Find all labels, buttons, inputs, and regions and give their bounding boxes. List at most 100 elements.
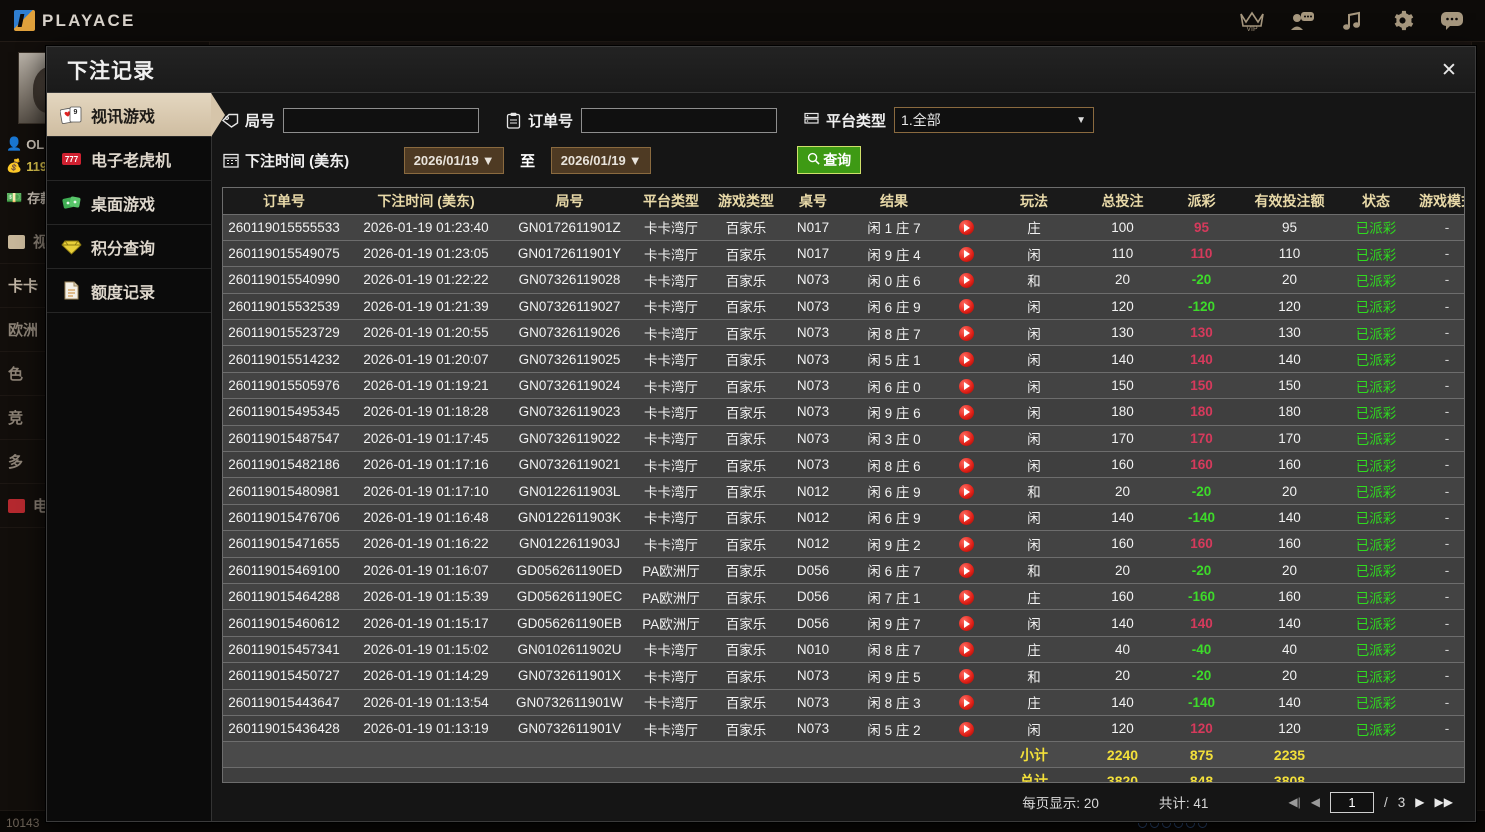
- gear-icon[interactable]: [1387, 6, 1417, 36]
- order-no-input[interactable]: [581, 107, 778, 133]
- last-page-icon[interactable]: ▶▶: [1434, 795, 1453, 809]
- table-no-cell: D056: [782, 557, 844, 584]
- replay-button[interactable]: [944, 662, 988, 690]
- page-number-input[interactable]: [1330, 791, 1375, 813]
- table-no-cell: N073: [782, 425, 844, 453]
- play-icon[interactable]: [958, 616, 974, 632]
- replay-button[interactable]: [944, 240, 988, 268]
- table-row[interactable]: 260119015450727 2026-01-19 01:14:29 GN0732…: [223, 662, 1464, 690]
- play-icon[interactable]: [958, 404, 974, 420]
- table-row[interactable]: 260119015460612 2026-01-19 01:15:17 GD0562…: [223, 609, 1464, 637]
- sidebar-item-video-games[interactable]: 9 视讯游戏: [47, 93, 225, 137]
- table-row[interactable]: 260119015514232 2026-01-19 01:20:07 GN0732…: [223, 345, 1464, 373]
- next-page-icon[interactable]: ▶: [1415, 795, 1425, 809]
- table-row[interactable]: 260119015482186 2026-01-19 01:17:16 GN0732…: [223, 451, 1464, 479]
- payout-cell: 130: [1165, 319, 1238, 347]
- sidebar-item-table-games[interactable]: 桌面游戏: [47, 181, 211, 225]
- replay-button[interactable]: [944, 345, 988, 373]
- replay-button[interactable]: [944, 451, 988, 479]
- replay-button[interactable]: [944, 425, 988, 453]
- table-row[interactable]: 260119015555533 2026-01-19 01:23:40 GN0172…: [223, 214, 1464, 241]
- table-row[interactable]: 260119015532539 2026-01-19 01:21:39 GN0732…: [223, 293, 1464, 321]
- table-row[interactable]: 260119015457341 2026-01-19 01:15:02 GN0102…: [223, 636, 1464, 664]
- play-icon[interactable]: [958, 325, 974, 341]
- replay-button[interactable]: [944, 530, 988, 558]
- replay-button[interactable]: [944, 266, 988, 294]
- result-cell: 闲 9 庄 4: [844, 240, 944, 268]
- date-from-picker[interactable]: 2026/01/19 ▼: [404, 146, 505, 174]
- table-row[interactable]: 260119015487547 2026-01-19 01:17:45 GN0732…: [223, 425, 1464, 453]
- play-icon[interactable]: [958, 536, 974, 552]
- table-row[interactable]: 260119015436428 2026-01-19 01:13:19 GN0732…: [223, 715, 1464, 743]
- platform-cell: 卡卡湾厅: [632, 425, 710, 453]
- play-icon[interactable]: [958, 457, 974, 473]
- order-no-cell: 260119015471655: [223, 530, 345, 558]
- replay-button[interactable]: [944, 557, 988, 584]
- replay-button[interactable]: [944, 398, 988, 426]
- close-icon[interactable]: ✕: [1441, 59, 1457, 81]
- replay-button[interactable]: [944, 715, 988, 743]
- play-icon[interactable]: [958, 246, 974, 262]
- support-chat-icon[interactable]: [1287, 6, 1317, 36]
- round-no-input[interactable]: [283, 107, 480, 133]
- replay-button[interactable]: [944, 504, 988, 532]
- play-icon[interactable]: [958, 510, 974, 526]
- sidebar-item-slots[interactable]: 777 电子老虎机: [47, 137, 211, 181]
- table-no-cell: N073: [782, 398, 844, 426]
- play-icon[interactable]: [958, 272, 974, 288]
- replay-button[interactable]: [944, 583, 988, 611]
- play-icon[interactable]: [958, 589, 974, 605]
- date-to-picker[interactable]: 2026/01/19 ▼: [551, 146, 652, 174]
- date-to-value: 2026/01/19: [560, 152, 626, 168]
- play-icon[interactable]: [958, 431, 974, 447]
- table-row[interactable]: 260119015471655 2026-01-19 01:16:22 GN0122…: [223, 530, 1464, 558]
- bet-time-cell: 2026-01-19 01:21:39: [345, 293, 507, 321]
- brand-logo[interactable]: PLAYACE: [14, 10, 136, 31]
- platform-type-select[interactable]: 1.全部 ▼: [894, 107, 1095, 133]
- vip-crown-icon[interactable]: VIP: [1237, 6, 1267, 36]
- music-note-icon[interactable]: [1337, 6, 1367, 36]
- table-row[interactable]: 260119015523729 2026-01-19 01:20:55 GN0732…: [223, 319, 1464, 347]
- table-row[interactable]: 260119015540990 2026-01-19 01:22:22 GN0732…: [223, 266, 1464, 294]
- game-mode-cell: -: [1411, 266, 1464, 294]
- play-icon[interactable]: [958, 299, 974, 315]
- replay-button[interactable]: [944, 319, 988, 347]
- bet-history-dialog: 下注记录 ✕ 9 视讯游戏 777 电子老虎机: [46, 46, 1476, 822]
- play-icon[interactable]: [958, 352, 974, 368]
- replay-button[interactable]: [944, 636, 988, 664]
- replay-button[interactable]: [944, 477, 988, 505]
- first-page-icon[interactable]: ◀|: [1288, 795, 1301, 809]
- play-icon[interactable]: [958, 642, 974, 658]
- prev-page-icon[interactable]: ◀: [1310, 795, 1321, 809]
- summary-payout: 848: [1165, 767, 1238, 782]
- table-row[interactable]: 260119015505976 2026-01-19 01:19:21 GN0732…: [223, 372, 1464, 400]
- table-row[interactable]: 260119015469100 2026-01-19 01:16:07 GD0562…: [223, 557, 1464, 584]
- order-no-label: 订单号: [505, 110, 573, 131]
- replay-button[interactable]: [944, 214, 988, 241]
- play-icon[interactable]: [958, 220, 974, 236]
- replay-button[interactable]: [944, 609, 988, 637]
- table-row[interactable]: 260119015443647 2026-01-19 01:13:54 GN0732…: [223, 689, 1464, 716]
- sidebar-item-credit-records[interactable]: 额度记录: [47, 269, 211, 313]
- replay-button[interactable]: [944, 372, 988, 400]
- col-total-bet: 总投注: [1080, 188, 1165, 215]
- result-cell: 闲 8 庄 7: [844, 636, 944, 664]
- replay-button[interactable]: [944, 689, 988, 716]
- replay-button[interactable]: [944, 293, 988, 321]
- play-icon[interactable]: [958, 378, 974, 394]
- chat-bubble-icon[interactable]: [1437, 6, 1467, 36]
- table-row[interactable]: 260119015480981 2026-01-19 01:17:10 GN0122…: [223, 477, 1464, 505]
- table-row[interactable]: 260119015464288 2026-01-19 01:15:39 GD0562…: [223, 583, 1464, 611]
- table-row[interactable]: 260119015476706 2026-01-19 01:16:48 GN0122…: [223, 504, 1464, 532]
- sidebar-item-points[interactable]: 积分查询: [47, 225, 211, 269]
- payout-cell: -20: [1165, 557, 1238, 584]
- valid-bet-cell: 140: [1238, 504, 1341, 532]
- query-button[interactable]: 查询: [797, 146, 862, 174]
- play-icon[interactable]: [958, 721, 974, 737]
- play-icon[interactable]: [958, 484, 974, 500]
- play-icon[interactable]: [958, 668, 974, 684]
- play-icon[interactable]: [958, 695, 974, 711]
- play-icon[interactable]: [958, 563, 974, 579]
- table-row[interactable]: 260119015549075 2026-01-19 01:23:05 GN0172…: [223, 240, 1464, 268]
- table-row[interactable]: 260119015495345 2026-01-19 01:18:28 GN0732…: [223, 398, 1464, 426]
